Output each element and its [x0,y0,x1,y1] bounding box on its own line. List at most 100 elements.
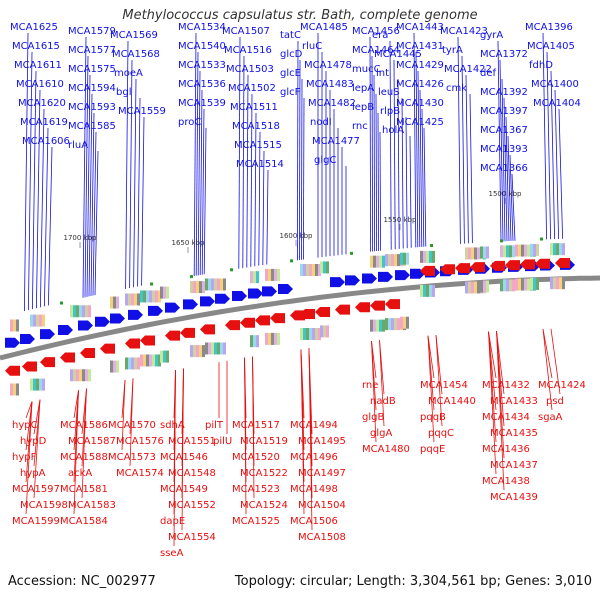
gene-label-reverse: hypC [12,420,38,431]
gene-label-reverse: MCA1494 [290,420,338,431]
gene-label-line [393,59,396,250]
gene-label-reverse: MCA1498 [290,484,338,495]
gene-category-block [429,250,432,263]
gene-category-block [110,296,113,309]
gene-category-block [385,254,388,267]
forward-gene-arrow [330,277,345,288]
gene-label-line [397,78,400,249]
gene-label-forward: lnt [376,68,389,79]
gene-label-line [371,341,377,443]
gene-label-line [252,356,255,499]
gene-category-block [13,319,16,332]
gene-label-line [509,154,514,241]
gene-label-reverse: glgA [370,428,392,439]
gene-label-line [496,331,505,395]
gene-category-block [166,286,169,299]
gene-label-reverse: MCA1438 [482,476,530,487]
gene-label-forward: MCA1372 [480,49,528,60]
gene-label-line [125,40,129,289]
gene-category-block [36,378,39,391]
gene-category-block [512,245,515,258]
gene-category-block [160,350,163,363]
gene-label-reverse: MCA1573 [108,452,156,463]
gene-category-block [533,277,536,290]
gene-category-block [140,290,143,303]
gene-label-forward: cmk [446,83,467,94]
gene-category-block [403,252,406,265]
gene-category-block [527,244,530,257]
gene-label-forward: def [480,68,497,79]
forward-gene-arrow [232,290,247,301]
gene-category-block [134,293,137,306]
gene-category-block [468,281,471,294]
gene-label-forward: MCA1577 [68,45,116,56]
gene-category-block [524,244,527,257]
gene-label-line [550,70,555,240]
gene-category-block [559,277,562,290]
reverse-gene-arrow [5,365,20,376]
gene-label-forward: glcF [280,87,301,98]
genome-summary: Topology: circular; Length: 3,304,561 bp… [234,574,592,589]
reverse-gene-arrow [60,352,75,363]
gene-category-block [403,316,406,329]
gene-label-line [488,331,497,475]
gene-label-line [373,74,376,252]
gene-label-reverse: MCA1435 [490,428,538,439]
reverse-gene-arrow [200,324,215,335]
gene-label-line [32,70,37,310]
gene-label-line [173,369,176,547]
gene-category-block [277,332,280,345]
gene-label-line [195,51,199,276]
gene-label-reverse: pqqB [420,412,446,423]
gene-category-block [70,305,73,318]
gene-label-reverse: hypA [20,468,46,479]
forward-gene-arrow [58,324,73,335]
gene-category-block [426,284,429,297]
gene-label-line [141,116,145,286]
gene-label-forward: MCA1536 [178,79,226,90]
gene-label-forward: MCA1594 [68,83,116,94]
gene-category-block [88,369,91,382]
gene-label-line [302,97,305,260]
gene-category-block [79,369,82,382]
rna-marker [430,244,433,248]
gene-label-forward: MCA1396 [525,22,573,33]
gene-category-block [397,254,400,267]
gene-category-block [509,279,512,292]
gene-category-block [163,286,166,299]
gene-category-block [140,354,143,367]
gene-category-block [503,279,506,292]
gene-label-forward: MCA1516 [224,45,272,56]
kbp-tick-label: 1500 kbp [489,190,523,198]
reverse-gene-arrow [455,263,470,274]
gene-label-reverse: MCA1436 [482,444,530,455]
gene-label-line [246,74,249,268]
gene-label-line [242,55,245,269]
gene-label-reverse: nadB [370,396,396,407]
gene-category-block [477,281,480,294]
reverse-gene-arrow [335,304,350,315]
reverse-gene-arrow [140,335,155,346]
gene-category-block [420,250,423,263]
gene-category-block [202,281,205,294]
gene-label-reverse: MCA1517 [232,420,280,431]
reverse-gene-arrow [80,348,95,359]
gene-label-forward: rluA [68,140,88,151]
rna-marker [500,239,503,243]
rna-marker [540,237,543,241]
gene-category-block [429,284,432,297]
rna-marker [60,301,63,305]
gene-category-block [217,278,220,291]
gene-label-forward: MCA1443 [396,22,444,33]
gene-category-block [376,319,379,332]
gene-category-block [562,277,565,290]
gene-category-block [113,360,116,373]
gene-category-block [271,268,274,281]
gene-label-reverse: MCA1554 [168,532,216,543]
gene-category-block [423,250,426,263]
gene-category-block [16,383,19,396]
gene-category-block [82,305,85,318]
gene-label-line [497,40,502,242]
gene-label-forward: glcE [280,68,301,79]
gene-category-block [268,332,271,345]
